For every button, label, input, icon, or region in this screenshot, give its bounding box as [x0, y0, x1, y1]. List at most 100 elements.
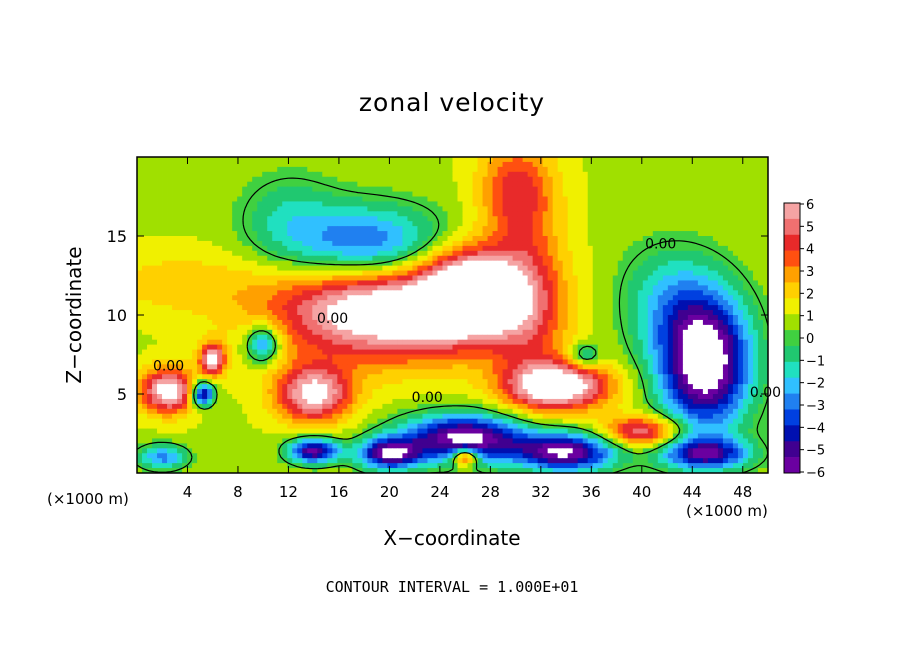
heatmap-cell	[357, 181, 363, 188]
heatmap-cell	[437, 186, 443, 192]
heatmap-cell	[462, 191, 468, 197]
heatmap-cell	[137, 344, 143, 350]
heatmap-cell	[347, 319, 353, 326]
heatmap-cell	[297, 255, 303, 262]
heatmap-cell	[317, 255, 323, 262]
heatmap-cell	[497, 236, 503, 242]
heatmap-cell	[312, 196, 318, 202]
heatmap-cell	[682, 245, 689, 252]
heatmap-cell	[392, 339, 398, 346]
heatmap-cell	[257, 176, 263, 183]
heatmap-cell	[212, 206, 218, 212]
heatmap-cell	[227, 157, 233, 163]
heatmap-cell	[357, 275, 363, 281]
heatmap-cell	[762, 216, 768, 222]
heatmap-cell	[257, 300, 263, 306]
heatmap-cell	[722, 275, 729, 281]
heatmap-cell	[497, 255, 503, 262]
heatmap-cell	[762, 290, 768, 296]
heatmap-cell	[592, 186, 599, 192]
heatmap-cell	[657, 260, 664, 267]
heatmap-cell	[417, 315, 423, 321]
heatmap-cell	[382, 319, 388, 326]
heatmap-cell	[432, 305, 438, 311]
heatmap-cell	[172, 329, 178, 336]
heatmap-cell	[582, 280, 589, 286]
heatmap-cell	[307, 305, 313, 311]
heatmap-cell	[297, 324, 303, 331]
heatmap-cell	[437, 349, 443, 355]
heatmap-cell	[457, 285, 463, 291]
heatmap-cell	[462, 260, 468, 267]
heatmap-cell	[722, 280, 729, 286]
heatmap-cell	[347, 201, 353, 207]
heatmap-cell	[232, 290, 238, 296]
heatmap-cell	[757, 285, 764, 291]
heatmap-cell	[387, 349, 393, 355]
heatmap-cell	[172, 349, 178, 355]
heatmap-cell	[692, 280, 699, 286]
heatmap-cell	[247, 329, 253, 336]
heatmap-cell	[392, 231, 398, 237]
heatmap-cell	[262, 216, 268, 222]
heatmap-cell	[662, 265, 669, 271]
heatmap-cell	[267, 324, 273, 331]
heatmap-cell	[647, 206, 654, 212]
heatmap-cell	[567, 329, 574, 336]
heatmap-cell	[502, 265, 508, 271]
heatmap-cell	[582, 319, 589, 326]
heatmap-cell	[732, 221, 739, 227]
heatmap-cell	[487, 171, 493, 178]
heatmap-cell	[287, 181, 293, 188]
heatmap-cell	[462, 216, 468, 222]
heatmap-cell	[222, 166, 228, 173]
heatmap-cell	[547, 245, 554, 252]
heatmap-cell	[627, 290, 634, 296]
heatmap-cell	[537, 250, 544, 257]
heatmap-cell	[162, 319, 168, 326]
heatmap-cell	[207, 157, 213, 163]
heatmap-cell	[242, 236, 248, 242]
heatmap-cell	[617, 280, 624, 286]
heatmap-cell	[272, 329, 278, 336]
heatmap-cell	[377, 319, 383, 326]
heatmap-cell	[232, 265, 238, 271]
heatmap-cell	[602, 191, 609, 197]
heatmap-cell	[682, 181, 689, 188]
heatmap-cell	[477, 171, 483, 178]
heatmap-cell	[242, 181, 248, 188]
heatmap-cell	[402, 176, 408, 183]
heatmap-cell	[377, 334, 383, 341]
heatmap-cell	[147, 221, 153, 227]
heatmap-cell	[762, 334, 768, 341]
heatmap-cell	[657, 171, 664, 178]
heatmap-cell	[752, 260, 759, 267]
heatmap-cell	[347, 211, 353, 217]
heatmap-cell	[707, 334, 714, 341]
heatmap-cell	[507, 240, 513, 247]
heatmap-cell	[152, 216, 158, 222]
heatmap-cell	[732, 319, 739, 326]
heatmap-cell	[737, 157, 744, 163]
heatmap-cell	[327, 265, 333, 271]
heatmap-cell	[747, 280, 754, 286]
heatmap-cell	[667, 166, 674, 173]
heatmap-cell	[677, 300, 684, 306]
heatmap-cell	[677, 211, 684, 217]
heatmap-cell	[342, 310, 348, 316]
heatmap-cell	[612, 157, 619, 163]
heatmap-cell	[332, 339, 338, 346]
heatmap-cell	[642, 196, 649, 202]
heatmap-cell	[452, 255, 458, 262]
heatmap-cell	[562, 280, 569, 286]
heatmap-cell	[457, 166, 463, 173]
heatmap-cell	[672, 161, 679, 168]
heatmap-cell	[342, 315, 348, 321]
heatmap-cell	[237, 216, 243, 222]
heatmap-cell	[137, 290, 143, 296]
heatmap-cell	[632, 231, 639, 237]
heatmap-cell	[547, 334, 554, 341]
heatmap-cell	[707, 270, 714, 276]
heatmap-cell	[432, 226, 438, 232]
heatmap-cell	[482, 186, 488, 192]
